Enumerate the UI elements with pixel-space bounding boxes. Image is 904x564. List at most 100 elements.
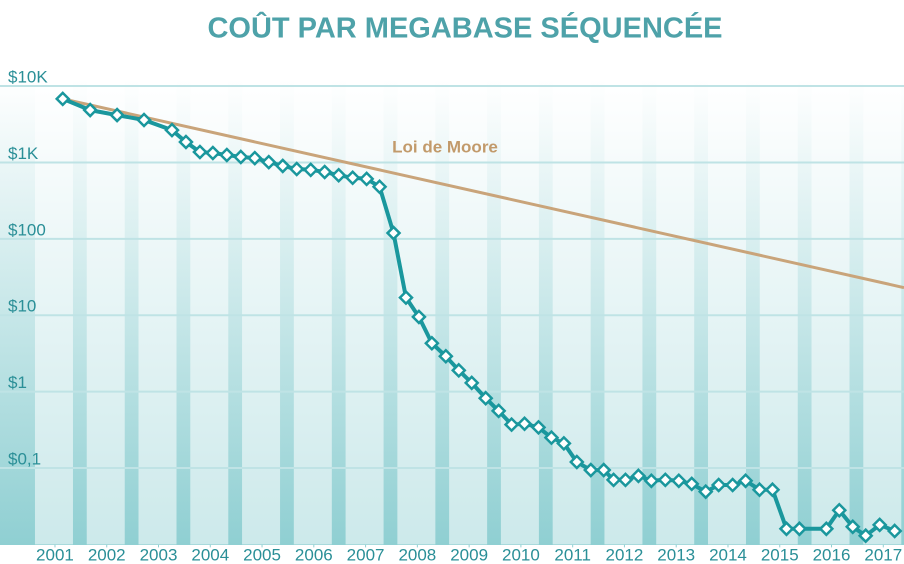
data-point — [344, 170, 361, 186]
data-point — [247, 150, 263, 166]
data-point — [358, 171, 375, 187]
column-stripe — [34, 80, 73, 545]
data-point — [778, 521, 795, 537]
x-tick-label: 2016 — [813, 545, 851, 564]
data-point — [871, 517, 888, 533]
data-point — [791, 521, 808, 537]
y-tick-label: $10 — [8, 297, 36, 316]
data-point — [288, 161, 305, 177]
column-stripe — [86, 80, 125, 545]
data-point — [438, 348, 454, 365]
y-tick-label: $10K — [8, 68, 48, 87]
data-point — [178, 134, 194, 150]
y-tick-label: $1 — [8, 373, 27, 392]
data-point — [697, 483, 714, 500]
data-point — [411, 309, 427, 325]
x-tick-label: 2009 — [450, 545, 488, 564]
y-tick-label: $100 — [8, 220, 46, 239]
data-point — [583, 462, 599, 478]
data-point — [516, 415, 533, 432]
data-point — [398, 289, 414, 306]
data-point — [385, 225, 402, 241]
data-point — [316, 164, 333, 180]
data-point — [831, 502, 848, 519]
data-point — [671, 473, 687, 489]
column-stripe — [707, 80, 746, 545]
y-tick-label: $0,1 — [8, 449, 41, 468]
data-point — [477, 390, 494, 406]
moore-label: Loi de Moore — [392, 137, 498, 156]
data-point — [657, 472, 674, 488]
data-point — [857, 527, 874, 544]
x-tick-label: 2017 — [864, 545, 902, 564]
data-point — [463, 375, 480, 391]
column-stripe — [449, 80, 488, 545]
data-point — [192, 144, 208, 160]
data-point — [219, 147, 235, 163]
column-stripe — [656, 80, 695, 545]
x-tick-label: 2015 — [761, 545, 799, 564]
column-stripe — [863, 80, 902, 545]
data-point — [451, 362, 467, 379]
data-point — [764, 481, 781, 498]
x-tick-label: 2002 — [88, 545, 126, 564]
data-point — [543, 429, 560, 446]
trend-line — [62, 97, 904, 290]
column-stripe — [293, 80, 332, 545]
x-tick-label: 2003 — [140, 545, 178, 564]
x-tick-label: 2007 — [347, 545, 385, 564]
x-tick-label: 2001 — [36, 545, 74, 564]
data-point — [617, 472, 634, 488]
x-tick-label: 2008 — [398, 545, 436, 564]
x-tick-label: 2012 — [606, 545, 644, 564]
data-point — [503, 416, 520, 433]
column-stripe — [604, 80, 643, 545]
data-point — [643, 473, 660, 489]
data-point — [556, 435, 572, 452]
data-point — [424, 335, 440, 351]
column-stripe — [138, 80, 177, 545]
column-stripe — [500, 80, 539, 545]
data-point — [205, 145, 221, 161]
data-point — [490, 403, 507, 419]
x-tick-label: 2011 — [554, 545, 591, 564]
data-point — [630, 468, 647, 484]
x-tick-label: 2005 — [243, 545, 281, 564]
x-tick-label: 2010 — [502, 545, 540, 564]
chart-title: COÛT PAR MEGABASE SÉQUENCÉE — [207, 11, 722, 45]
data-point — [233, 149, 249, 165]
x-tick-label: 2013 — [657, 545, 695, 564]
column-stripe — [345, 80, 384, 545]
x-tick-label: 2006 — [295, 545, 333, 564]
column-stripe — [759, 80, 798, 545]
data-point — [261, 154, 277, 170]
data-point — [274, 158, 291, 174]
data-point — [136, 112, 152, 128]
data-point — [569, 454, 585, 470]
data-point — [530, 419, 547, 436]
data-point — [683, 476, 700, 492]
data-point — [371, 179, 388, 195]
data-point — [109, 107, 125, 123]
data-point — [886, 523, 903, 539]
data-point — [595, 462, 612, 478]
data-point — [724, 477, 741, 493]
data-point — [330, 167, 347, 184]
data-point — [844, 519, 861, 535]
x-tick-label: 2004 — [191, 545, 229, 564]
data-point — [302, 162, 319, 178]
column-stripe — [552, 80, 591, 545]
data-point — [54, 91, 71, 107]
data-point — [710, 477, 727, 493]
data-point — [164, 122, 180, 138]
data-point — [818, 521, 835, 537]
data-point — [605, 472, 622, 488]
column-stripe — [811, 80, 850, 545]
data-point — [737, 473, 754, 489]
y-tick-label: $1K — [8, 144, 39, 163]
column-stripe — [242, 80, 281, 545]
data-point — [82, 102, 98, 118]
data-point — [751, 481, 768, 498]
x-tick-label: 2014 — [709, 545, 747, 564]
